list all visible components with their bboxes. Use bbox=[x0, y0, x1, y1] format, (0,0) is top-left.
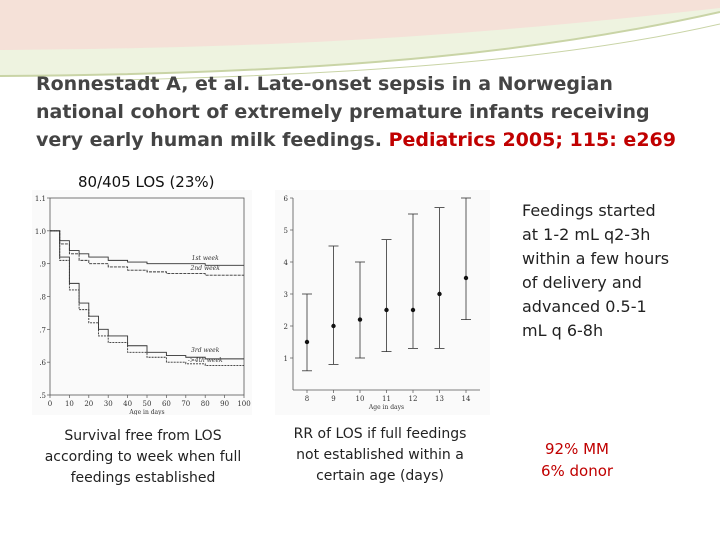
x-tick-label: 12 bbox=[409, 395, 418, 403]
x-axis-label: Age in days bbox=[128, 409, 164, 415]
y-tick-label: 2 bbox=[284, 323, 288, 331]
feeding-note: Feedings started at 1-2 mL q2-3h within … bbox=[522, 199, 672, 343]
y-tick-label: .8 bbox=[39, 294, 46, 302]
rr-point bbox=[305, 340, 309, 344]
y-tick-label: 1 bbox=[284, 355, 288, 363]
x-tick-label: 70 bbox=[181, 400, 190, 408]
x-tick-label: 8 bbox=[305, 395, 309, 403]
y-tick-label: 4 bbox=[284, 259, 289, 267]
curve-label: 1st week bbox=[192, 255, 219, 262]
rr-caption: RR of LOS if full feedings not establish… bbox=[280, 424, 480, 487]
x-tick-label: 0 bbox=[48, 400, 52, 408]
survival-chart: 1.1 1.0 .9 .8 .7 .6 .50 10 20 30 40 50 60 70 80 90 100 Ag… bbox=[32, 190, 252, 415]
y-tick-label: 6 bbox=[284, 195, 289, 203]
y-tick-label: .9 bbox=[39, 261, 46, 269]
x-tick-label: 90 bbox=[220, 400, 229, 408]
x-tick-label: 11 bbox=[382, 395, 391, 403]
slide-title: Ronnestadt A, et al. Late-onset sepsis i… bbox=[36, 70, 696, 154]
los-count: 80/405 LOS (23%) bbox=[78, 173, 215, 191]
rr-point bbox=[464, 276, 468, 280]
rr-point bbox=[384, 308, 388, 312]
curve-label: 3rd week bbox=[191, 347, 220, 354]
x-tick-label: 100 bbox=[237, 400, 250, 408]
x-tick-label: 10 bbox=[356, 395, 365, 403]
x-tick-label: 9 bbox=[331, 395, 335, 403]
y-tick-label: .7 bbox=[39, 326, 46, 334]
milk-source-summary: 92% MM 6% donor bbox=[512, 438, 642, 482]
title-citation: Pediatrics 2005; 115: e269 bbox=[389, 129, 676, 151]
header-decoration bbox=[0, 0, 720, 80]
y-tick-label: 5 bbox=[284, 227, 288, 235]
y-tick-label: 3 bbox=[284, 291, 288, 299]
y-tick-label: .6 bbox=[39, 359, 46, 367]
survival-caption: Survival free from LOS according to week… bbox=[34, 426, 252, 489]
rr-point bbox=[331, 324, 335, 328]
rr-point bbox=[411, 308, 415, 312]
rr-chart-panel: 1 2 3 4 5 6 8 9 10 11 12 13 14 Age in days bbox=[275, 190, 490, 415]
x-axis-label: Age in days bbox=[368, 404, 404, 411]
x-tick-label: 80 bbox=[201, 400, 210, 408]
survival-chart-panel: 1.1 1.0 .9 .8 .7 .6 .5 0 10 20 30 40 50 60 70 80 90 100 Ag… bbox=[32, 190, 252, 415]
donor-percent: 6% donor bbox=[512, 460, 642, 482]
y-tick-label: 1.0 bbox=[35, 228, 46, 236]
curve-label: 2nd week bbox=[190, 265, 221, 272]
rr-point bbox=[437, 292, 441, 296]
x-tick-label: 13 bbox=[435, 395, 444, 403]
x-tick-label: 40 bbox=[123, 400, 132, 408]
x-tick-label: 14 bbox=[462, 395, 471, 403]
rr-point bbox=[358, 317, 362, 321]
x-tick-label: 10 bbox=[65, 400, 74, 408]
y-tick-label: 1.1 bbox=[35, 195, 46, 203]
x-tick-label: 50 bbox=[143, 400, 152, 408]
x-tick-label: 30 bbox=[104, 400, 113, 408]
y-tick-label: .5 bbox=[39, 392, 46, 400]
curve-label: ->4th week bbox=[188, 357, 223, 364]
x-tick-label: 20 bbox=[84, 400, 93, 408]
x-tick-label: 60 bbox=[162, 400, 171, 408]
mm-percent: 92% MM bbox=[512, 438, 642, 460]
